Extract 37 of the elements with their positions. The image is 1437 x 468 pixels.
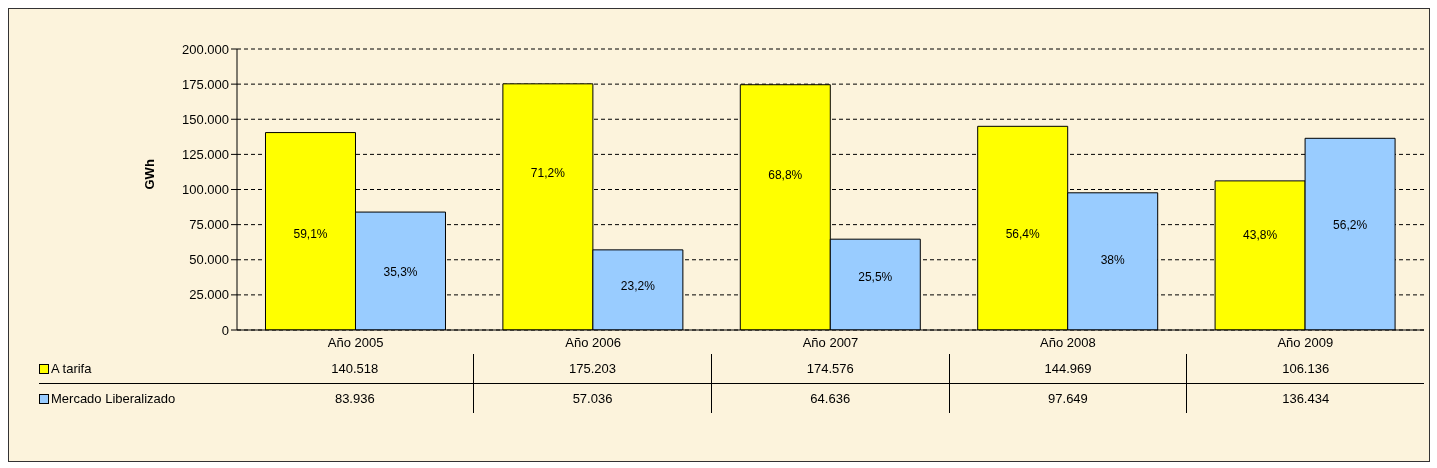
y-tick-label: 150.000 bbox=[182, 111, 229, 127]
annotation: 35,3% bbox=[383, 264, 418, 279]
y-tick-label: 75.000 bbox=[189, 217, 229, 233]
data-label: 106.136 bbox=[1186, 354, 1425, 383]
legend-label: Mercado Liberalizado bbox=[51, 391, 176, 406]
annotation: 43,8% bbox=[1243, 228, 1278, 243]
data-label: 140.518 bbox=[330, 360, 380, 378]
y-axis-title: GWh bbox=[141, 159, 157, 190]
annotation: 56,2% bbox=[1333, 218, 1368, 233]
annotation: 59,1% bbox=[293, 226, 328, 241]
data-label: 97.649 bbox=[948, 384, 1187, 413]
y-tick-label: 175.000 bbox=[182, 76, 229, 92]
y-tick-label: 100.000 bbox=[182, 182, 229, 198]
annotation: 38% bbox=[1100, 253, 1126, 268]
annotation: 68,8% bbox=[768, 167, 803, 182]
annotation: 71,2% bbox=[530, 166, 566, 181]
data-label: 174.576 bbox=[710, 354, 949, 383]
x-tick-label: Año 2006 bbox=[565, 335, 621, 351]
annotation: 23,2% bbox=[620, 278, 656, 293]
data-label: 57.036 bbox=[473, 384, 711, 413]
x-tick-label: Año 2008 bbox=[1040, 335, 1096, 351]
x-tick-label: Año 2009 bbox=[1277, 335, 1334, 351]
x-tick-label: Año 2005 bbox=[327, 335, 384, 351]
y-tick-label: 200.000 bbox=[182, 41, 229, 57]
legend-label: A tarifa bbox=[51, 361, 92, 376]
data-label: 136.434 bbox=[1186, 384, 1425, 413]
y-tick-label: 0 bbox=[221, 322, 229, 338]
y-tick-label: 25.000 bbox=[189, 287, 229, 303]
data-label: 83.936 bbox=[333, 390, 376, 408]
y-tick-label: 125.000 bbox=[182, 146, 229, 162]
data-label: 64.636 bbox=[710, 384, 949, 413]
data-label: 144.969 bbox=[948, 354, 1187, 383]
annotation: 56,4% bbox=[1005, 226, 1041, 241]
annotation: 25,5% bbox=[858, 270, 893, 285]
data-label: 175.203 bbox=[473, 354, 711, 383]
y-tick-label: 50.000 bbox=[189, 252, 229, 268]
x-tick-label: Año 2007 bbox=[802, 335, 859, 351]
